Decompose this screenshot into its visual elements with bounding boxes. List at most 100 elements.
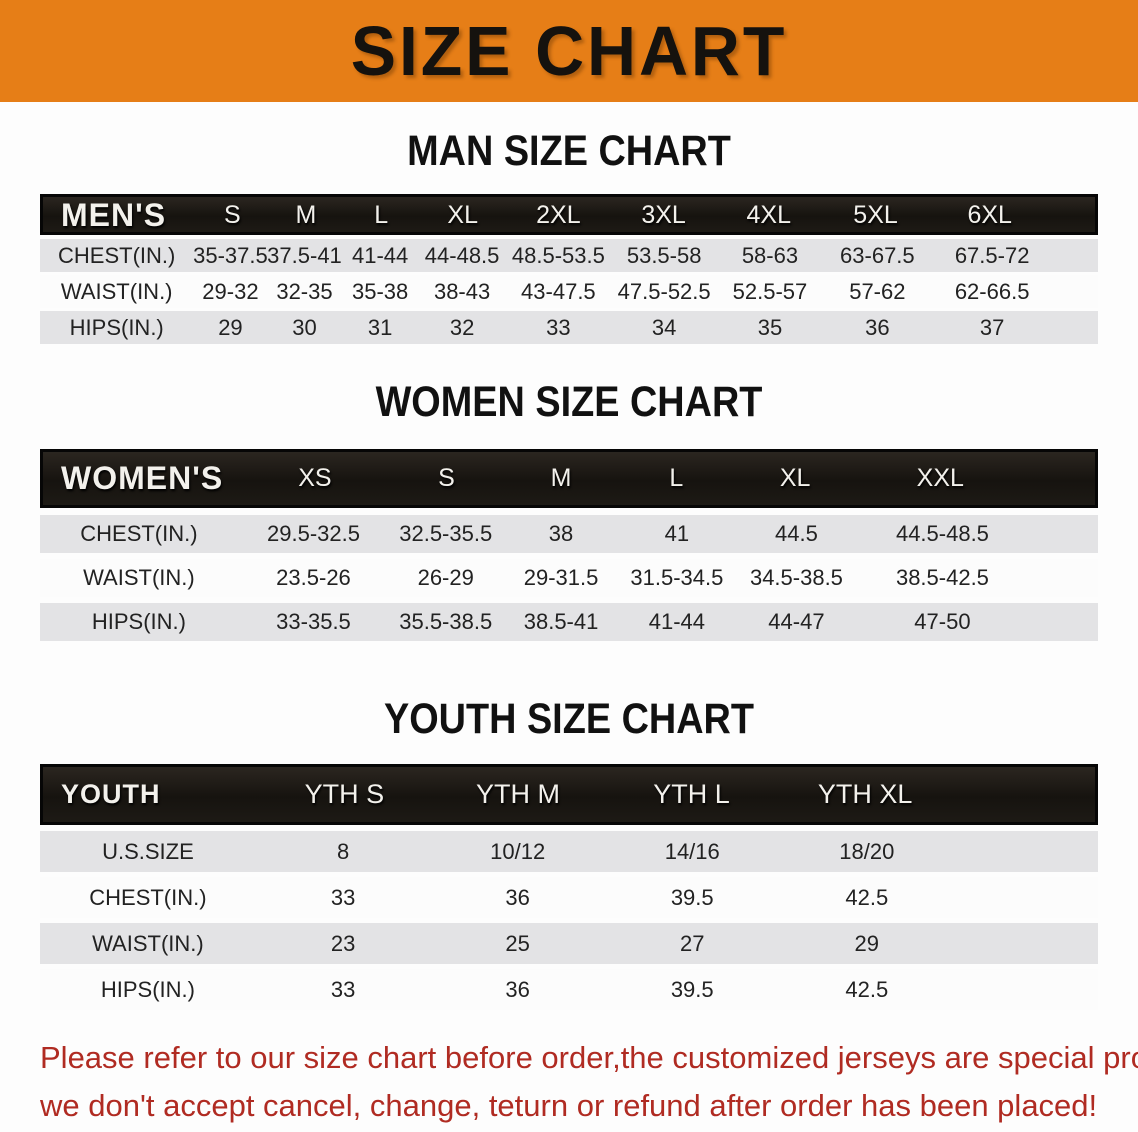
size-value-cell: 23 [330,930,356,956]
size-value-cell: 57-62 [849,278,906,304]
youth-section-heading: YOUTH SIZE CHART [383,695,754,743]
size-value-cell: 14/16 [664,838,720,864]
men-size-header: L [374,201,389,229]
women-size-header: XXL [916,464,964,492]
men-size-header: 2XL [536,201,581,229]
size-value-cell: 30 [292,314,317,340]
size-value-cell: 31.5-34.5 [630,565,724,590]
size-value-cell: 39.5 [670,884,714,910]
women-table-header-row: WOMEN'S XS S M L XL XXL [40,449,1098,508]
men-size-header: M [295,201,317,229]
men-hips-row: HIPS(IN.) 29 30 31 32 33 34 35 36 37 [40,311,1098,344]
size-value-cell: 47.5-52.5 [617,278,711,304]
size-value-cell: 27 [679,930,705,956]
youth-size-header: YTH S [304,779,385,809]
size-value-cell: 37.5-41 [267,242,342,268]
men-size-header: 4XL [746,201,792,229]
row-label-cell: HIPS(IN.) [91,609,186,634]
row-label-cell: HIPS(IN.) [100,976,195,1002]
size-value-cell: 41-44 [351,242,409,268]
size-value-cell: 43-47.5 [521,278,596,304]
women-size-header: M [550,464,572,492]
youth-size-header: YTH L [653,779,730,809]
disclaimer-line-2: we don't accept cancel, change, teturn o… [40,1088,1098,1124]
spacer-cell [1052,311,1097,344]
men-size-header: XL [447,201,478,229]
row-label-cell: CHEST(IN.) [89,884,207,910]
row-label-cell: HIPS(IN.) [69,314,164,340]
size-value-cell: 41-44 [648,609,706,634]
size-value-cell: 35-37.5 [193,242,268,268]
size-value-cell: 58-63 [741,242,799,268]
size-value-cell: 10/12 [490,838,546,864]
spacer-cell [954,969,1098,1010]
size-value-cell: 36 [505,884,530,910]
size-value-cell: 52.5-57 [732,278,808,304]
women-size-header: XL [779,464,811,492]
row-label-cell: WAIST(IN.) [92,930,204,956]
men-waist-row: WAIST(IN.) 29-32 32-35 35-38 38-43 43-47… [40,275,1098,308]
size-value-cell: 34.5-38.5 [749,565,843,590]
men-size-header: 3XL [641,201,686,229]
size-value-cell: 33 [330,884,356,910]
size-value-cell: 23.5-26 [276,565,351,590]
size-value-cell: 35.5-38.5 [399,609,493,634]
disclaimer: Please refer to our size chart before or… [40,1034,1138,1130]
spacer-cell [1026,515,1098,553]
women-hips-row: HIPS(IN.) 33-35.5 35.5-38.5 38.5-41 41-4… [40,603,1098,641]
size-value-cell: 33 [330,976,356,1002]
size-value-cell: 34 [651,314,677,340]
size-value-cell: 38.5-41 [523,609,599,634]
size-value-cell: 29-32 [202,278,259,304]
men-table-header-row: MEN'S S M L XL 2XL 3XL 4XL 5XL 6XL [40,194,1098,235]
men-section-heading: MAN SIZE CHART [407,127,731,175]
size-value-cell: 32 [449,314,475,340]
size-value-cell: 36 [865,314,890,340]
spacer-cell [1026,603,1098,641]
women-size-table: WOMEN'S XS S M L XL XXL CHEST(IN.) 29.5-… [40,449,1098,641]
banner: SIZE CHART [0,0,1138,102]
size-value-cell: 29 [854,930,880,956]
size-value-cell: 33-35.5 [276,609,351,634]
size-value-cell: 32.5-35.5 [399,521,493,546]
row-label-cell: WAIST(IN.) [83,565,195,590]
size-value-cell: 38-43 [433,278,491,304]
size-value-cell: 39.5 [670,976,714,1002]
size-value-cell: 32-35 [276,278,333,304]
size-value-cell: 53.5-58 [626,242,702,268]
women-waist-row: WAIST(IN.) 23.5-26 26-29 29-31.5 31.5-34… [40,559,1098,597]
size-value-cell: 18/20 [839,838,895,864]
row-label-cell: WAIST(IN.) [60,278,173,304]
youth-chest-row: CHEST(IN.) 33 36 39.5 42.5 [40,877,1098,918]
spacer-cell [952,767,1095,822]
spacer-cell [1026,559,1098,597]
size-value-cell: 26-29 [417,565,474,590]
spacer-cell [954,831,1098,872]
youth-ussize-row: U.S.SIZE 8 10/12 14/16 18/20 [40,831,1098,872]
size-value-cell: 44.5-48.5 [895,521,989,546]
size-value-cell: 36 [505,976,530,1002]
spacer-cell [1052,275,1097,308]
row-label-cell: CHEST(IN.) [58,242,176,268]
size-value-cell: 38 [548,521,574,546]
size-value-cell: 33 [546,314,571,340]
size-value-cell: 62-66.5 [954,278,1030,304]
size-value-cell: 37 [979,314,1005,340]
youth-waist-row: WAIST(IN.) 23 25 27 29 [40,923,1098,964]
men-chest-row: CHEST(IN.) 35-37.5 37.5-41 41-44 44-48.5… [40,239,1098,272]
size-value-cell: 42.5 [845,976,889,1002]
men-header-label: MEN'S [61,197,167,233]
youth-section: YOUTH SIZE CHART YOUTH YTH S YTH M YTH L… [0,698,1138,1010]
row-label-cell: CHEST(IN.) [80,521,198,546]
size-value-cell: 44-48.5 [424,242,500,268]
size-value-cell: 63-67.5 [840,242,915,268]
size-value-cell: 29.5-32.5 [267,521,360,546]
row-label-cell: U.S.SIZE [102,838,194,864]
size-value-cell: 35-38 [351,278,409,304]
size-value-cell: 42.5 [845,884,889,910]
youth-size-header: YTH XL [817,779,913,809]
size-value-cell: 8 [336,838,350,864]
size-value-cell: 41 [664,521,690,546]
page-title: SIZE CHART [350,12,788,90]
